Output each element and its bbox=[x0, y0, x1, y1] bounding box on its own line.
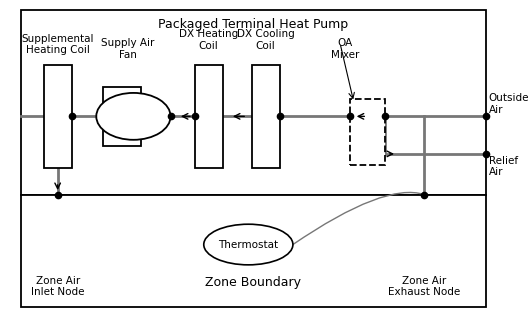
Text: DX Heating
Coil: DX Heating Coil bbox=[179, 30, 238, 51]
Circle shape bbox=[96, 93, 170, 140]
Text: Zone Air
Inlet Node: Zone Air Inlet Node bbox=[31, 276, 84, 297]
Text: Supplemental
Heating Coil: Supplemental Heating Coil bbox=[21, 34, 94, 55]
Text: Outside
Air: Outside Air bbox=[489, 93, 529, 115]
Bar bbox=[44, 65, 72, 168]
Text: Zone Boundary: Zone Boundary bbox=[205, 276, 301, 289]
Text: Supply Air
Fan: Supply Air Fan bbox=[101, 38, 155, 60]
Text: Packaged Terminal Heat Pump: Packaged Terminal Heat Pump bbox=[158, 18, 348, 31]
Bar bbox=[103, 87, 141, 146]
Ellipse shape bbox=[204, 224, 293, 265]
Bar bbox=[195, 65, 222, 168]
Bar bbox=[252, 65, 279, 168]
Text: DX Cooling
Coil: DX Cooling Coil bbox=[237, 30, 295, 51]
Bar bbox=[21, 194, 486, 307]
Text: Zone Air
Exhaust Node: Zone Air Exhaust Node bbox=[388, 276, 460, 297]
Text: Thermostat: Thermostat bbox=[218, 240, 278, 250]
Text: OA
Mixer: OA Mixer bbox=[331, 38, 359, 60]
Bar bbox=[350, 99, 384, 165]
Bar bbox=[21, 10, 486, 194]
Text: Relief
Air: Relief Air bbox=[489, 155, 518, 177]
